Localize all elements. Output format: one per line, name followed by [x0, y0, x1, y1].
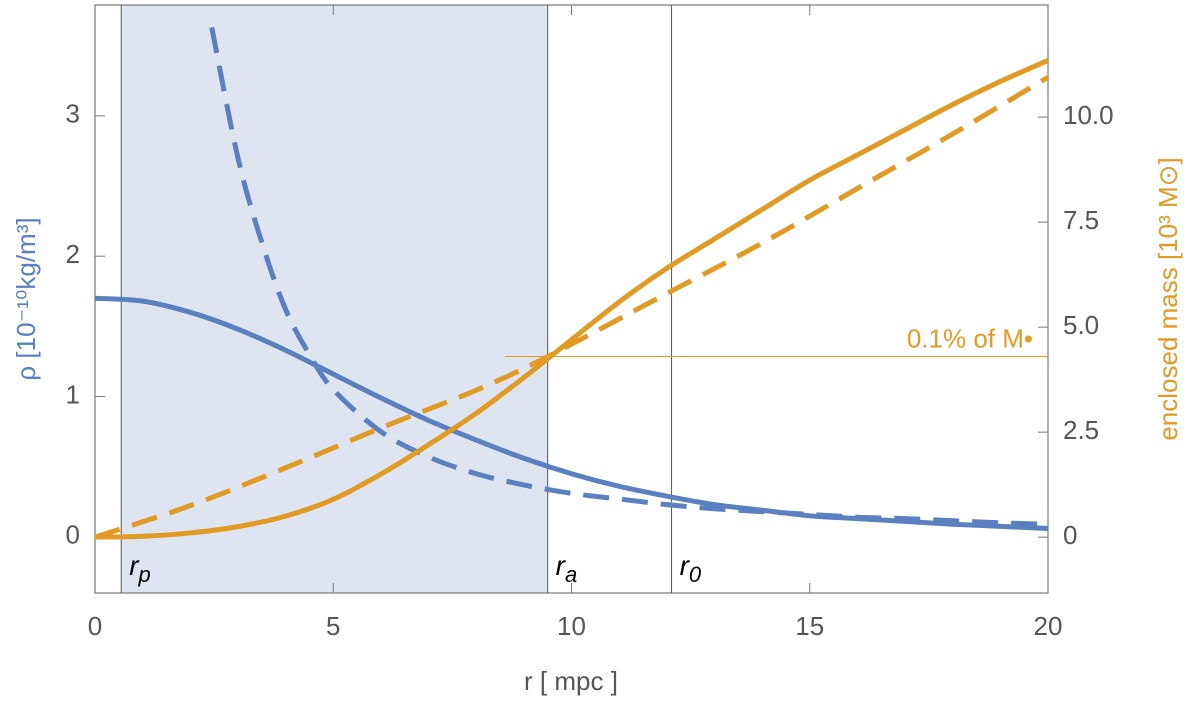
x-tick-label: 15 — [795, 611, 824, 641]
x-tick-label: 10 — [557, 611, 586, 641]
vline-label-base: r — [129, 550, 140, 581]
y-axis-label: ρ [10⁻¹⁰kg/m³] — [11, 217, 41, 380]
y-tick-label: 3 — [66, 99, 80, 129]
vline-label-base: r — [680, 550, 691, 581]
x-tick-label: 20 — [1034, 611, 1063, 641]
x-axis-label: r [ mpc ] — [524, 666, 618, 696]
vline-label: r0 — [680, 550, 702, 586]
vline-label-sub: p — [138, 562, 151, 587]
annotation-label: 0.1% of M• — [907, 323, 1033, 353]
y2-axis-label: enclosed mass [10³ M⊙] — [1153, 157, 1183, 440]
vline-label: rp — [129, 550, 151, 586]
vline-label-sub: 0 — [689, 562, 702, 587]
vline-label-base: r — [556, 550, 567, 581]
shaded-region — [121, 5, 548, 593]
y-tick-label: 1 — [66, 379, 80, 409]
vline-label: ra — [556, 550, 578, 586]
data-line — [94, 58, 1050, 540]
y2-tick-label: 5.0 — [1063, 310, 1099, 340]
vline-label-sub: a — [565, 562, 577, 587]
y-tick-label: 0 — [66, 520, 80, 550]
y2-tick-label: 7.5 — [1063, 205, 1099, 235]
x-tick-label: 0 — [88, 611, 102, 641]
data-line — [94, 295, 1049, 531]
y2-tick-label: 2.5 — [1063, 415, 1099, 445]
y-tick-label: 2 — [66, 239, 80, 269]
x-tick-label: 5 — [326, 611, 340, 641]
y2-tick-label: 10.0 — [1063, 100, 1114, 130]
data-line — [94, 75, 1050, 540]
data-line — [209, 26, 1049, 527]
y2-tick-label: 0 — [1063, 520, 1077, 550]
